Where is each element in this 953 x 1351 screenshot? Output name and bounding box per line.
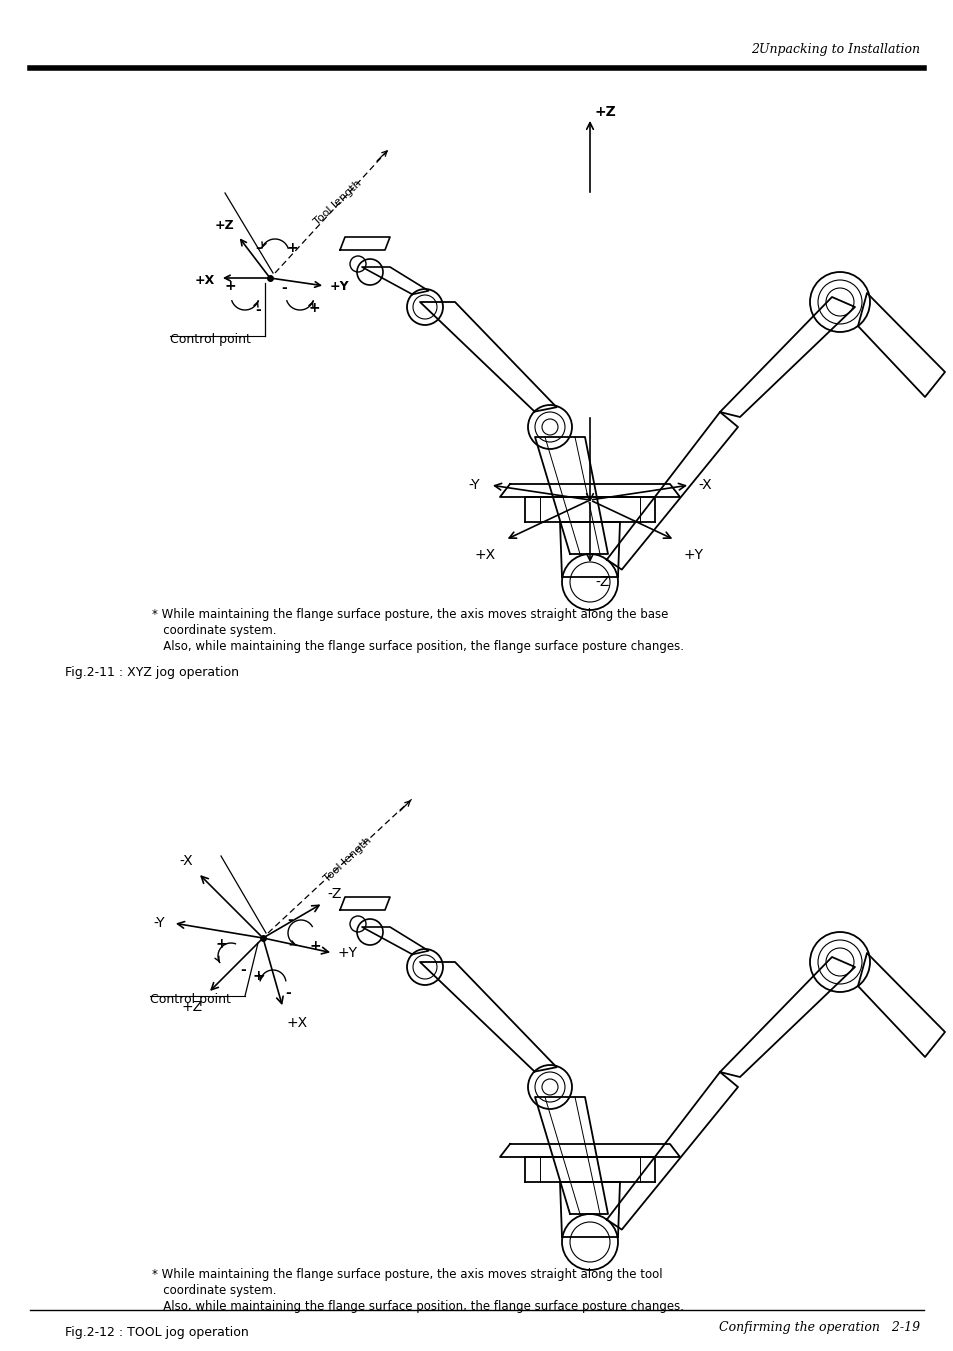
Text: -: - (240, 963, 246, 977)
Text: +: + (252, 969, 264, 984)
Text: Control point: Control point (170, 332, 251, 346)
Text: -Z: -Z (595, 576, 609, 589)
Text: +Z: +Z (182, 1000, 203, 1015)
Text: +: + (286, 240, 297, 255)
Text: Tool length: Tool length (312, 178, 363, 227)
Text: +Z: +Z (214, 219, 233, 232)
Text: 2Unpacking to Installation: 2Unpacking to Installation (750, 43, 919, 57)
Text: -Y: -Y (153, 916, 165, 929)
Text: +: + (309, 939, 320, 952)
Text: -Y: -Y (468, 478, 479, 492)
Text: -: - (254, 303, 260, 317)
Text: -: - (285, 986, 291, 1000)
Text: Fig.2-11 : XYZ jog operation: Fig.2-11 : XYZ jog operation (65, 666, 239, 680)
Text: -: - (281, 281, 287, 295)
Text: -X: -X (179, 854, 193, 867)
Text: +: + (215, 938, 227, 951)
Text: * While maintaining the flange surface posture, the axis moves straight along th: * While maintaining the flange surface p… (152, 608, 668, 621)
Text: +: + (308, 301, 319, 315)
Text: coordinate system.: coordinate system. (152, 1283, 276, 1297)
Text: +Y: +Y (683, 549, 703, 562)
Text: Also, while maintaining the flange surface position, the flange surface posture : Also, while maintaining the flange surfa… (152, 1300, 683, 1313)
Text: Fig.2-12 : TOOL jog operation: Fig.2-12 : TOOL jog operation (65, 1325, 249, 1339)
Text: * While maintaining the flange surface posture, the axis moves straight along th: * While maintaining the flange surface p… (152, 1269, 662, 1281)
Text: +Y: +Y (337, 946, 357, 961)
Text: -: - (287, 913, 293, 927)
Text: +Y: +Y (330, 280, 349, 293)
Text: Also, while maintaining the flange surface position, the flange surface posture : Also, while maintaining the flange surfa… (152, 640, 683, 653)
Text: coordinate system.: coordinate system. (152, 624, 276, 638)
Text: Tool length: Tool length (322, 836, 374, 885)
Text: +X: +X (194, 273, 214, 286)
Text: Control point: Control point (150, 993, 231, 1006)
Text: +X: +X (475, 549, 496, 562)
Text: -: - (254, 240, 260, 255)
Text: +X: +X (287, 1016, 308, 1029)
Text: +Z: +Z (595, 105, 616, 119)
Text: -X: -X (698, 478, 711, 492)
Text: +: + (224, 280, 235, 293)
Text: -Z: -Z (327, 888, 341, 901)
Text: Confirming the operation   2-19: Confirming the operation 2-19 (719, 1321, 919, 1335)
